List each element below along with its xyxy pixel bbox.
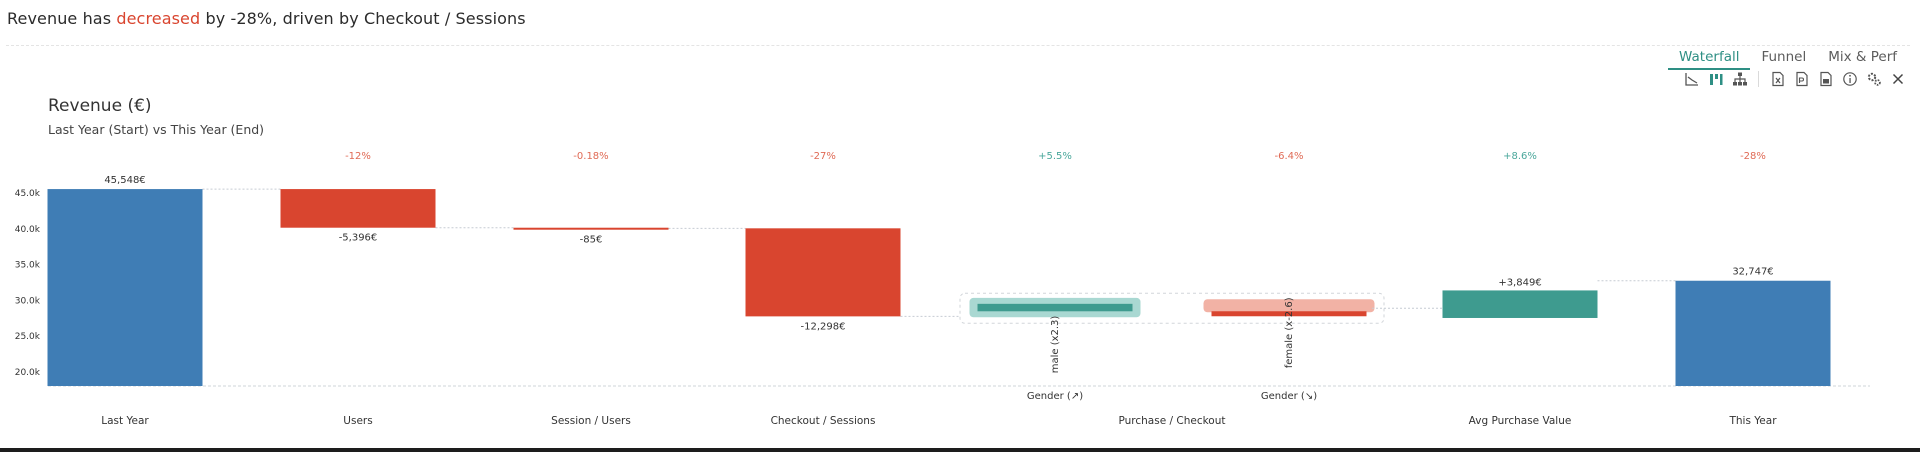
data-label: 45,548€ — [104, 175, 145, 186]
segment-bar-up — [977, 303, 1133, 312]
toolbar-separator — [1758, 70, 1759, 87]
headline-suffix: by -28%, driven by Checkout / Sessions — [200, 9, 526, 28]
bar-decrease — [280, 189, 436, 228]
segment-label: female (x-2.6) — [1284, 297, 1295, 368]
data-label: 32,747€ — [1732, 267, 1773, 278]
pct-label: -0.18% — [573, 151, 608, 162]
segment-highlight-down — [1203, 299, 1375, 313]
header-divider — [6, 45, 1910, 46]
close-icon[interactable] — [1889, 70, 1906, 87]
chart-toolbar — [1683, 70, 1906, 87]
settings-icon[interactable] — [1865, 70, 1882, 87]
bar-total — [1675, 280, 1831, 386]
bottom-border — [0, 448, 1920, 452]
tab-mix-perf[interactable]: Mix & Perf — [1828, 49, 1897, 65]
segment-label: male (x2.3) — [1050, 316, 1061, 374]
data-label: +3,849€ — [1498, 277, 1541, 288]
pct-label: +8.6% — [1503, 151, 1537, 162]
y-tick-label: 40.0k — [15, 225, 41, 235]
y-tick-label: 45.0k — [15, 189, 41, 199]
view-tabs: Waterfall Funnel Mix & Perf — [1668, 48, 1908, 70]
headline-prefix: Revenue has — [7, 9, 117, 28]
chart-subtitle: Last Year (Start) vs This Year (End) — [48, 122, 265, 137]
pct-label: -28% — [1740, 151, 1766, 162]
category-label: This Year — [1728, 415, 1777, 427]
data-label: -12,298€ — [801, 321, 846, 332]
image-export-icon[interactable] — [1817, 70, 1834, 87]
pct-label: -12% — [345, 151, 371, 162]
bar-total — [47, 189, 203, 386]
pct-label: -6.4% — [1274, 151, 1303, 162]
data-label: -5,396€ — [339, 233, 378, 244]
tab-waterfall[interactable]: Waterfall — [1668, 48, 1751, 70]
y-tick-label: 30.0k — [15, 296, 41, 306]
info-icon[interactable] — [1841, 70, 1858, 87]
tab-funnel[interactable]: Funnel — [1761, 49, 1807, 65]
category-label: Last Year — [101, 415, 149, 427]
pct-label: +5.5% — [1038, 151, 1072, 162]
line-chart-icon[interactable] — [1683, 70, 1700, 87]
headline: Revenue has decreased by -28%, driven by… — [7, 9, 526, 28]
y-tick-label: 35.0k — [15, 261, 41, 271]
waterfall-icon[interactable] — [1707, 70, 1724, 87]
bar-increase — [1442, 290, 1598, 318]
category-label: Avg Purchase Value — [1469, 415, 1572, 427]
headline-highlight: decreased — [116, 9, 201, 28]
segment-group-label: Gender (↘) — [1261, 391, 1317, 402]
chart-title: Revenue (€) — [48, 96, 152, 116]
y-tick-label: 25.0k — [15, 332, 41, 342]
bar-decrease — [513, 227, 669, 230]
excel-export-icon[interactable] — [1769, 70, 1786, 87]
segment-bar-down — [1211, 311, 1367, 317]
category-label: Session / Users — [551, 415, 631, 427]
category-label: Users — [343, 415, 372, 427]
split-group-box — [959, 292, 1385, 324]
data-label: -85€ — [580, 235, 603, 246]
pct-label: -27% — [810, 151, 836, 162]
pdf-export-icon[interactable] — [1793, 70, 1810, 87]
category-label: Checkout / Sessions — [771, 415, 876, 427]
hierarchy-icon[interactable] — [1731, 70, 1748, 87]
segment-group-label: Gender (↗) — [1027, 391, 1083, 402]
category-label: Purchase / Checkout — [1118, 415, 1225, 427]
bar-decrease — [745, 228, 901, 317]
y-tick-label: 20.0k — [15, 368, 41, 378]
